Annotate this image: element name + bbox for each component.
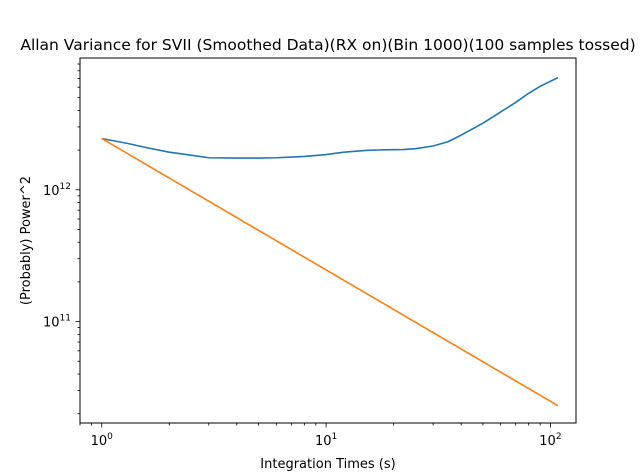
- x-axis-label: Integration Times (s): [260, 457, 395, 472]
- chart-title: Allan Variance for SVII (Smoothed Data)(…: [20, 36, 635, 54]
- y-tick-label: 1012: [43, 182, 71, 199]
- y-tick-label: 1011: [43, 314, 71, 331]
- y-axis-label: (Probably) Power^2: [19, 176, 34, 305]
- x-tick-label: 100: [91, 432, 114, 449]
- axis-ticks: 100 101 102 1011 1012: [43, 63, 562, 449]
- x-tick-label: 101: [315, 432, 337, 449]
- series-line-2: [101, 137, 559, 407]
- plot-area: 100 101 102 1011 1012: [43, 57, 577, 449]
- axes-frame: [79, 57, 577, 424]
- series-line-1: [101, 76, 559, 159]
- x-tick-label: 102: [539, 432, 561, 449]
- series-lines: [101, 76, 559, 407]
